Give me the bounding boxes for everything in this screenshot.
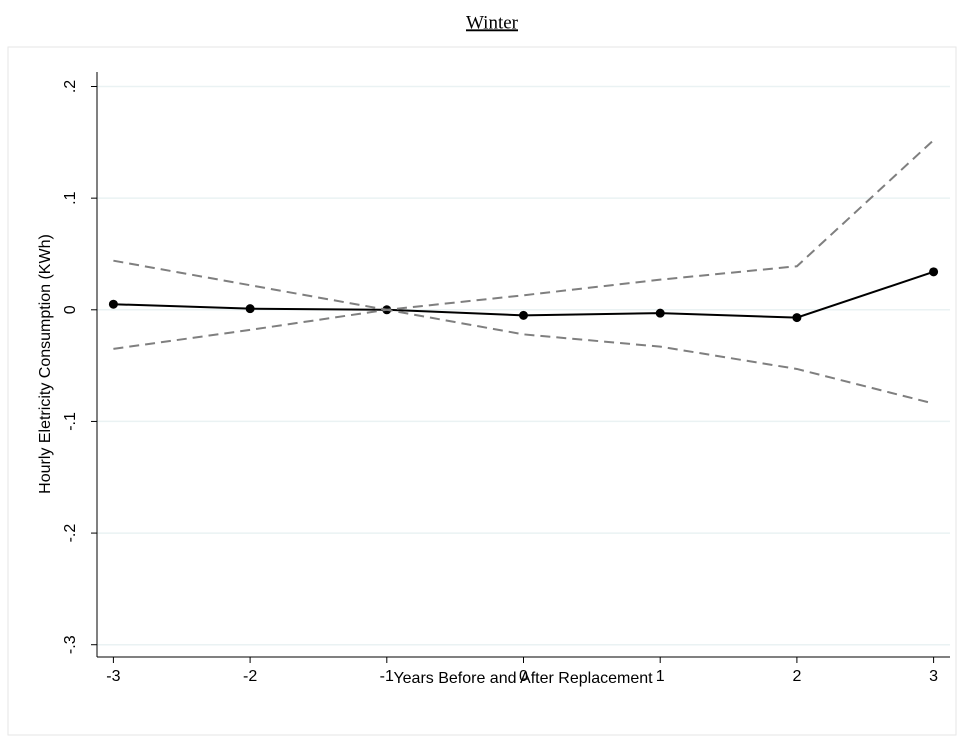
y-tick-label: -.2 xyxy=(62,524,79,543)
x-tick-label: -2 xyxy=(243,668,257,685)
point xyxy=(655,308,665,318)
y-tick-label: 0 xyxy=(62,305,79,314)
series-line xyxy=(113,139,935,311)
y-tick-label: .1 xyxy=(62,191,79,204)
x-axis-label: Years Before and After Replacement xyxy=(393,670,653,687)
x-tick-label: 1 xyxy=(656,668,665,685)
chart-title: Winter xyxy=(466,12,519,33)
point xyxy=(792,313,802,323)
plot-frame xyxy=(7,46,957,736)
point xyxy=(929,267,939,277)
x-tick-label: -1 xyxy=(380,668,394,685)
y-tick-label: -.1 xyxy=(62,412,79,431)
point xyxy=(519,310,528,320)
point xyxy=(108,299,118,309)
x-tick-label: -3 xyxy=(106,668,120,685)
x-tick-label: 0 xyxy=(519,668,528,685)
point xyxy=(245,304,255,314)
series-line xyxy=(113,308,934,405)
y-tick-label: -.3 xyxy=(62,635,79,654)
y-tick-label: .2 xyxy=(62,80,79,93)
y-axis-label: Hourly Eletricity Consumption (KWh) xyxy=(37,234,54,494)
x-tick-label: 2 xyxy=(792,668,801,685)
x-tick-label: 3 xyxy=(929,668,938,685)
